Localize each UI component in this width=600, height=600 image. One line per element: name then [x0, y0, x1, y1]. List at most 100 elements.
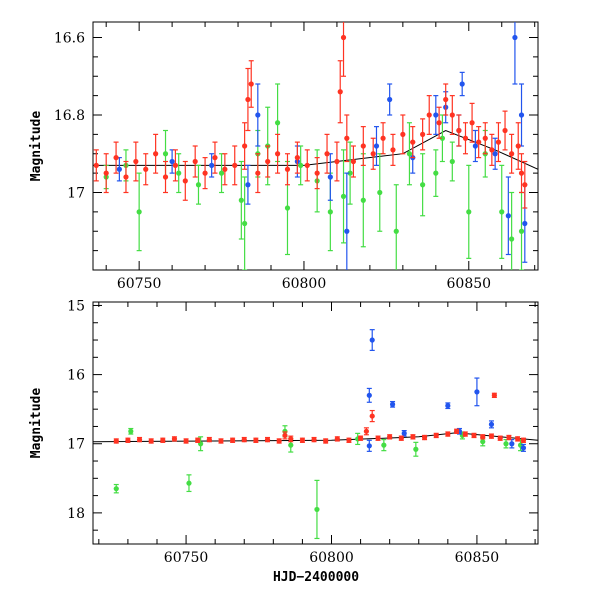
data-point [172, 149, 179, 182]
data-point [366, 439, 372, 452]
point-marker [482, 135, 488, 141]
point-marker [369, 337, 375, 343]
data-point [337, 60, 343, 124]
data-point [400, 114, 406, 155]
data-point [222, 153, 228, 186]
data-point [340, 22, 347, 77]
point-marker [264, 436, 271, 443]
data-point [276, 438, 282, 444]
point-marker [218, 438, 224, 444]
data-point [466, 164, 472, 259]
point-marker [136, 436, 143, 443]
point-marker [284, 166, 291, 172]
data-point [515, 122, 521, 170]
point-marker [390, 147, 396, 153]
point-marker [426, 112, 432, 118]
data-point [245, 67, 251, 132]
data-point [366, 387, 372, 403]
data-point [420, 118, 426, 151]
point-marker [172, 162, 179, 168]
data-point [389, 400, 396, 408]
data-point [506, 434, 512, 441]
data-point [502, 110, 508, 151]
point-marker [505, 213, 511, 219]
point-marker [344, 135, 350, 141]
point-marker [453, 428, 460, 434]
data-point [377, 153, 383, 232]
data-point [238, 160, 244, 240]
data-point [294, 141, 300, 174]
point-marker [255, 112, 261, 118]
data-point [433, 95, 439, 135]
data-point [393, 184, 399, 270]
point-marker [410, 434, 416, 440]
data-point [327, 153, 333, 201]
point-marker [472, 143, 478, 149]
point-marker [288, 442, 294, 448]
point-marker [125, 437, 131, 443]
point-marker [456, 127, 462, 134]
point-marker [488, 421, 495, 427]
point-marker [299, 437, 306, 443]
point-marker [400, 131, 406, 137]
bottom-data-points [93, 329, 538, 540]
point-marker [443, 96, 449, 103]
point-marker [327, 209, 333, 215]
x-tick-label: 60800 [282, 276, 327, 292]
data-point [426, 95, 432, 135]
x-tick-label: 60850 [455, 550, 500, 566]
data-point [288, 435, 294, 443]
point-marker [344, 228, 350, 234]
point-marker [176, 170, 182, 176]
point-marker [413, 446, 419, 452]
data-point [492, 137, 498, 170]
data-point [171, 436, 178, 442]
point-marker [255, 170, 261, 176]
trend-line [93, 129, 538, 170]
point-marker [488, 433, 495, 439]
data-point [344, 114, 350, 163]
point-marker [360, 143, 366, 149]
data-point [314, 157, 320, 190]
top-panel: 60750 60800 60850 16.6 16.8 17 Magnitude [29, 21, 539, 292]
data-point [445, 431, 451, 437]
data-point [116, 157, 122, 182]
data-point [499, 164, 505, 259]
point-marker [393, 228, 399, 234]
point-marker [389, 401, 396, 407]
point-marker [522, 220, 528, 227]
data-point [413, 441, 419, 457]
point-marker [242, 220, 248, 227]
data-point [195, 437, 201, 443]
point-marker [324, 151, 330, 157]
point-marker [502, 127, 508, 134]
data-point [509, 191, 515, 270]
data-point [347, 141, 353, 205]
data-point [482, 122, 488, 155]
point-marker [387, 96, 393, 103]
point-marker [466, 209, 472, 215]
point-marker [148, 438, 154, 444]
data-point [420, 153, 426, 217]
data-point [113, 483, 119, 494]
point-marker [123, 174, 129, 180]
point-marker [369, 413, 375, 419]
data-point [421, 434, 428, 441]
point-marker [509, 441, 515, 447]
point-marker [274, 151, 281, 157]
data-point [212, 141, 218, 174]
data-point [433, 432, 439, 439]
data-point [522, 160, 528, 209]
data-point [401, 430, 407, 437]
point-marker [370, 151, 376, 157]
data-point [491, 392, 497, 399]
point-marker [350, 158, 357, 165]
data-point [311, 436, 317, 443]
data-point [469, 102, 475, 143]
data-point [314, 479, 320, 540]
plot-area [93, 329, 538, 540]
data-point [462, 431, 468, 437]
point-marker [462, 431, 468, 437]
data-point [518, 83, 525, 147]
